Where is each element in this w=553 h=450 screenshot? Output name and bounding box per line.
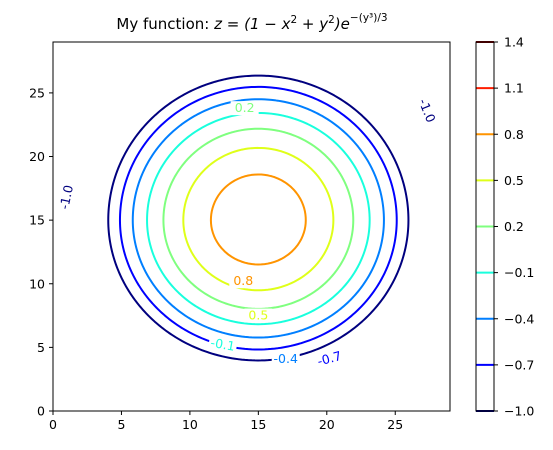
contour-label-4: -0.1 <box>210 335 237 354</box>
contour-label-bg-6 <box>244 308 273 323</box>
colorbar-tick-label-2: 0.8 <box>504 127 524 142</box>
contour-line-4 <box>162 127 355 310</box>
plot-area: -1.0-1.0-0.7-0.4-0.10.20.50.8 0 5 10 15 20 25… <box>29 41 451 432</box>
colorbar-tick-label-3: 0.5 <box>504 173 524 188</box>
contour-label-bg-1 <box>414 95 439 127</box>
contour-label-3: -0.4 <box>274 351 298 366</box>
contour-line-5 <box>182 146 335 292</box>
x-tick-label-2: 10 <box>182 417 198 432</box>
contour-label-bg-0 <box>56 182 77 213</box>
y-tick-label-5: 25 <box>29 85 45 100</box>
y-tick-label-3: 15 <box>29 213 45 228</box>
contour-label-5: 0.2 <box>235 100 255 115</box>
plot-background <box>53 42 450 411</box>
colorbar-tick-label-8: −1.0 <box>504 404 534 419</box>
contour-line-1 <box>118 85 398 351</box>
contour-label-bg-5 <box>230 101 259 116</box>
colorbar-ticks: 1.4 1.1 0.8 0.5 0.2 −0.1 −0.4 −0.7 −1.0 <box>494 35 534 419</box>
colorbar: 1.4 1.1 0.8 0.5 0.2 −0.1 −0.4 −0.7 −1.0 <box>475 35 534 419</box>
contour-lines <box>107 74 410 362</box>
contour-label-bg-4 <box>207 335 238 355</box>
colorbar-tick-label-5: −0.1 <box>504 265 534 280</box>
contour-label-7: 0.8 <box>233 273 253 288</box>
colorbar-tick-label-4: 0.2 <box>504 219 524 234</box>
contour-line-3 <box>146 111 371 326</box>
colorbar-tick-label-7: −0.7 <box>504 357 534 372</box>
colorbar-level-lines <box>476 41 494 412</box>
contour-labels: -1.0-1.0-0.7-0.4-0.10.20.50.8 <box>56 95 439 370</box>
x-tick-label-3: 15 <box>250 417 266 432</box>
x-tick-label-1: 5 <box>117 417 125 432</box>
colorbar-tick-label-0: 1.4 <box>504 35 524 50</box>
y-tick-label-1: 5 <box>37 340 45 355</box>
chart-title: My function: z = (1 − x2 + y2)e−(y³)/3 <box>116 12 387 33</box>
y-tick-label-2: 10 <box>29 276 45 291</box>
colorbar-tick-label-6: −0.4 <box>504 311 534 326</box>
y-tick-label-4: 20 <box>29 149 45 164</box>
y-axis: 0 5 10 15 20 25 <box>29 85 53 419</box>
contour-label-6: 0.5 <box>248 308 268 323</box>
colorbar-tick-label-1: 1.1 <box>504 81 524 96</box>
contour-label-bg-2 <box>314 348 345 370</box>
x-tick-label-5: 25 <box>387 417 403 432</box>
contour-label-2: -0.7 <box>316 348 343 369</box>
x-tick-label-4: 20 <box>319 417 335 432</box>
contour-line-6 <box>209 173 307 266</box>
plot-frame <box>52 41 451 412</box>
y-tick-label-0: 0 <box>37 404 45 419</box>
x-tick-label-0: 0 <box>49 417 57 432</box>
contour-label-0: -1.0 <box>56 184 76 211</box>
contour-label-bg-7 <box>229 274 258 289</box>
contour-label-bg-3 <box>271 351 300 366</box>
x-axis: 0 5 10 15 20 25 <box>49 411 403 432</box>
